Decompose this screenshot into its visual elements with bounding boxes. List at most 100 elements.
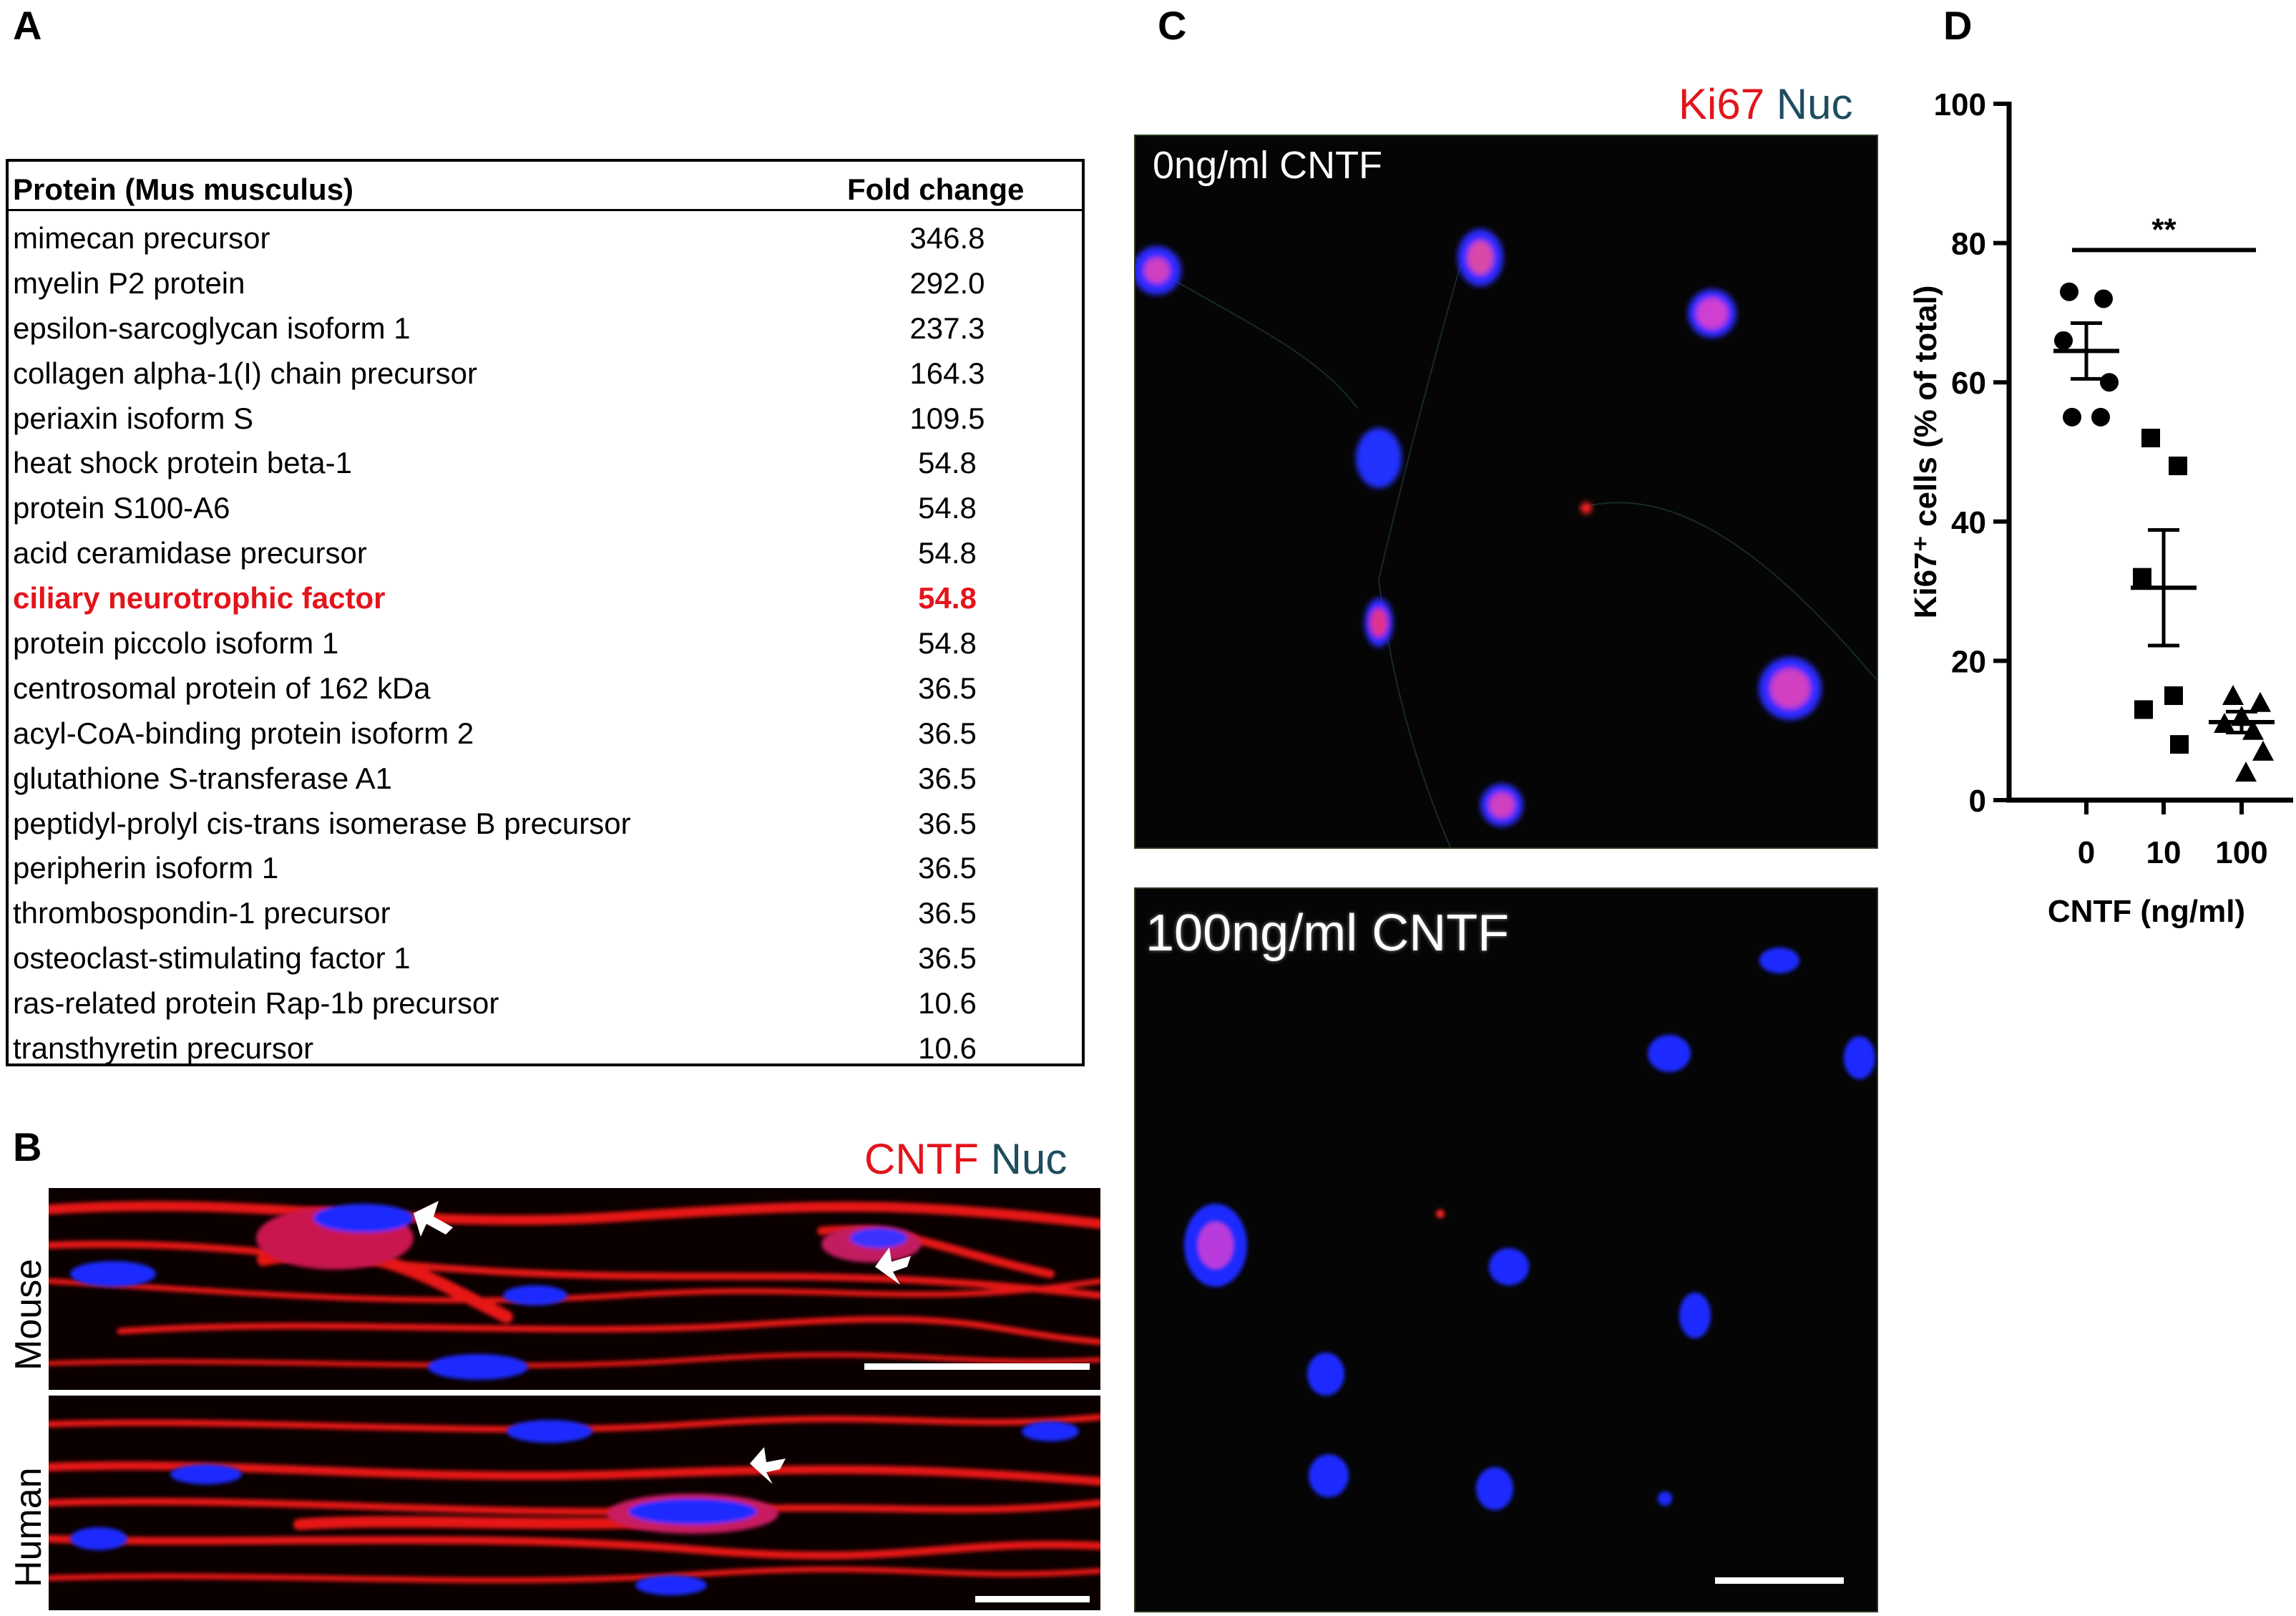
protein-name-cell: transthyretin precursor [13, 1031, 314, 1066]
data-point-triangle [2235, 761, 2257, 782]
caption-100ng-cntf: 100ng/ml CNTF [1145, 905, 1510, 962]
table-row: thrombospondin-1 precursor 36.5 [9, 891, 1082, 936]
table-body: mimecan precursor 346.8 myelin P2 protein 2… [9, 216, 1082, 1071]
scale-bar-mouse [864, 1363, 1090, 1370]
fold-change-cell: 36.5 [918, 761, 977, 795]
y-tick-label: 20 [1951, 644, 1986, 679]
table-row: mimecan precursor 346.8 [9, 216, 1082, 261]
protein-name-cell: mimecan precursor [13, 221, 270, 255]
micrograph-0ng-image [1135, 229, 1877, 847]
mouse-micrograph-image [49, 1201, 1100, 1380]
human-micrograph-image [49, 1413, 1100, 1595]
caption-0ng-cntf: 0ng/ml CNTF [1153, 144, 1383, 187]
fold-change-cell: 346.8 [909, 221, 985, 255]
fold-change-cell: 54.8 [918, 581, 977, 615]
protein-name-cell: peptidyl-prolyl cis-trans isomerase B pr… [13, 806, 631, 840]
human-micrograph [49, 1396, 1100, 1610]
data-point-triangle [2252, 740, 2274, 761]
fold-change-cell: 10.6 [918, 1031, 977, 1066]
data-point-square [2134, 700, 2153, 719]
scale-bar-human [975, 1596, 1090, 1602]
fold-change-cell: 164.3 [909, 356, 985, 390]
table-row: ras-related protein Rap-1b precursor 10.6 [9, 981, 1082, 1026]
mouse-micrograph [49, 1188, 1100, 1390]
micrograph-100ng-cntf: 100ng/ml CNTF [1134, 887, 1878, 1612]
fold-change-cell: 54.8 [918, 536, 977, 570]
table-row: acyl-CoA-binding protein isoform 2 36.5 [9, 711, 1082, 756]
legend-ki67: Ki67 [1679, 80, 1765, 128]
protein-name-cell: acyl-CoA-binding protein isoform 2 [13, 716, 474, 750]
protein-name-cell: glutathione S-transferase A1 [13, 761, 393, 795]
protein-name-cell: peripherin isoform 1 [13, 851, 279, 885]
data-point-triangle [2249, 691, 2271, 712]
table-row: heat shock protein beta-1 54.8 [9, 441, 1082, 486]
data-point-triangle [2242, 719, 2264, 740]
ki67-nuc-legend: Ki67 Nuc [1679, 83, 1852, 126]
data-point-circle [2054, 331, 2073, 350]
fold-change-cell: 36.5 [918, 671, 977, 705]
fold-change-cell: 292.0 [909, 266, 985, 300]
data-point-square [2164, 686, 2183, 706]
legend-nuc-c: Nuc [1776, 80, 1853, 128]
cntf-nuc-legend: CNTF Nuc [864, 1138, 1067, 1181]
table-row: peripherin isoform 1 36.5 [9, 846, 1082, 891]
mouse-label: Mouse [8, 1258, 49, 1371]
y-tick-label: 60 [1951, 366, 1986, 401]
x-tick-label: 0 [2078, 835, 2095, 870]
y-tick-label: 100 [1934, 87, 1986, 122]
data-point-circle [2063, 407, 2081, 427]
table-row: osteoclast-stimulating factor 1 36.5 [9, 936, 1082, 981]
x-axis-title: CNTF (ng/ml) [2048, 894, 2245, 929]
fold-change-cell: 109.5 [909, 401, 985, 435]
table-row: glutathione S-transferase A1 36.5 [9, 756, 1082, 802]
protein-name-cell: collagen alpha-1(I) chain precursor [13, 356, 478, 390]
data-point-square [2170, 735, 2189, 754]
table-row: epsilon-sarcoglycan isoform 1 237.3 [9, 306, 1082, 351]
x-tick-label: 10 [2146, 835, 2182, 870]
protein-name-cell: thrombospondin-1 precursor [13, 896, 391, 930]
data-point-square [2141, 429, 2160, 448]
micrograph-100ng-image [1184, 948, 1875, 1510]
protein-name-cell: ciliary neurotrophic factor [13, 581, 386, 615]
table-row: protein S100-A6 54.8 [9, 486, 1082, 531]
table-row: protein piccolo isoform 1 54.8 [9, 621, 1082, 666]
table-row: myelin P2 protein 292.0 [9, 261, 1082, 306]
column-header-protein: Protein (Mus musculus) [13, 172, 354, 206]
human-label: Human [8, 1467, 49, 1587]
table-row: transthyretin precursor 10.6 [9, 1026, 1082, 1071]
column-header-fold-change: Fold change [847, 172, 1025, 206]
scale-bar-panel-c [1715, 1577, 1844, 1584]
protein-name-cell: myelin P2 protein [13, 266, 245, 300]
protein-table: Protein (Mus musculus) Fold change mimec… [6, 159, 1085, 1066]
ki67-dot-plot: 0 20 40 60 80 100 0 10 100 CNTF (ng/ml) Ki67⁺ cell… [1908, 87, 2293, 929]
table-row: collagen alpha-1(I) chain precursor 164.3 [9, 351, 1082, 396]
data-point-circle [2060, 282, 2078, 301]
protein-name-cell: heat shock protein beta-1 [13, 446, 352, 480]
legend-cntf: CNTF [864, 1135, 979, 1183]
plot-layer: 0 20 40 60 80 100 0 10 100 CNTF (ng/ml) Ki67⁺ cell… [1908, 87, 2293, 929]
protein-name-cell: centrosomal protein of 162 kDa [13, 671, 431, 705]
micrograph-0ng-cntf: 0ng/ml CNTF [1134, 135, 1878, 849]
fold-change-cell: 36.5 [918, 806, 977, 840]
legend-nuc: Nuc [990, 1135, 1068, 1183]
fold-change-cell: 237.3 [909, 311, 985, 345]
y-tick-label: 0 [1969, 784, 1986, 819]
protein-name-cell: acid ceramidase precursor [13, 536, 367, 570]
y-tick-label: 80 [1951, 227, 1986, 262]
data-point-square [2133, 568, 2151, 587]
table-row: centrosomal protein of 162 kDa 36.5 [9, 666, 1082, 711]
protein-name-cell: periaxin isoform S [13, 401, 254, 435]
fold-change-cell: 36.5 [918, 716, 977, 750]
fold-change-cell: 54.8 [918, 446, 977, 480]
data-point-circle [2091, 407, 2110, 427]
protein-name-cell: epsilon-sarcoglycan isoform 1 [13, 311, 411, 345]
protein-name-cell: ras-related protein Rap-1b precursor [13, 986, 499, 1021]
y-axis-title: Ki67⁺ cells (% of total) [1908, 286, 1943, 619]
protein-name-cell: protein S100-A6 [13, 491, 230, 525]
y-tick-label: 40 [1951, 505, 1986, 540]
panel-label-b: B [13, 1124, 42, 1169]
data-point-square [2169, 456, 2187, 475]
fold-change-cell: 54.8 [918, 491, 977, 525]
protein-name-cell: protein piccolo isoform 1 [13, 626, 339, 661]
table-row: periaxin isoform S 109.5 [9, 396, 1082, 442]
